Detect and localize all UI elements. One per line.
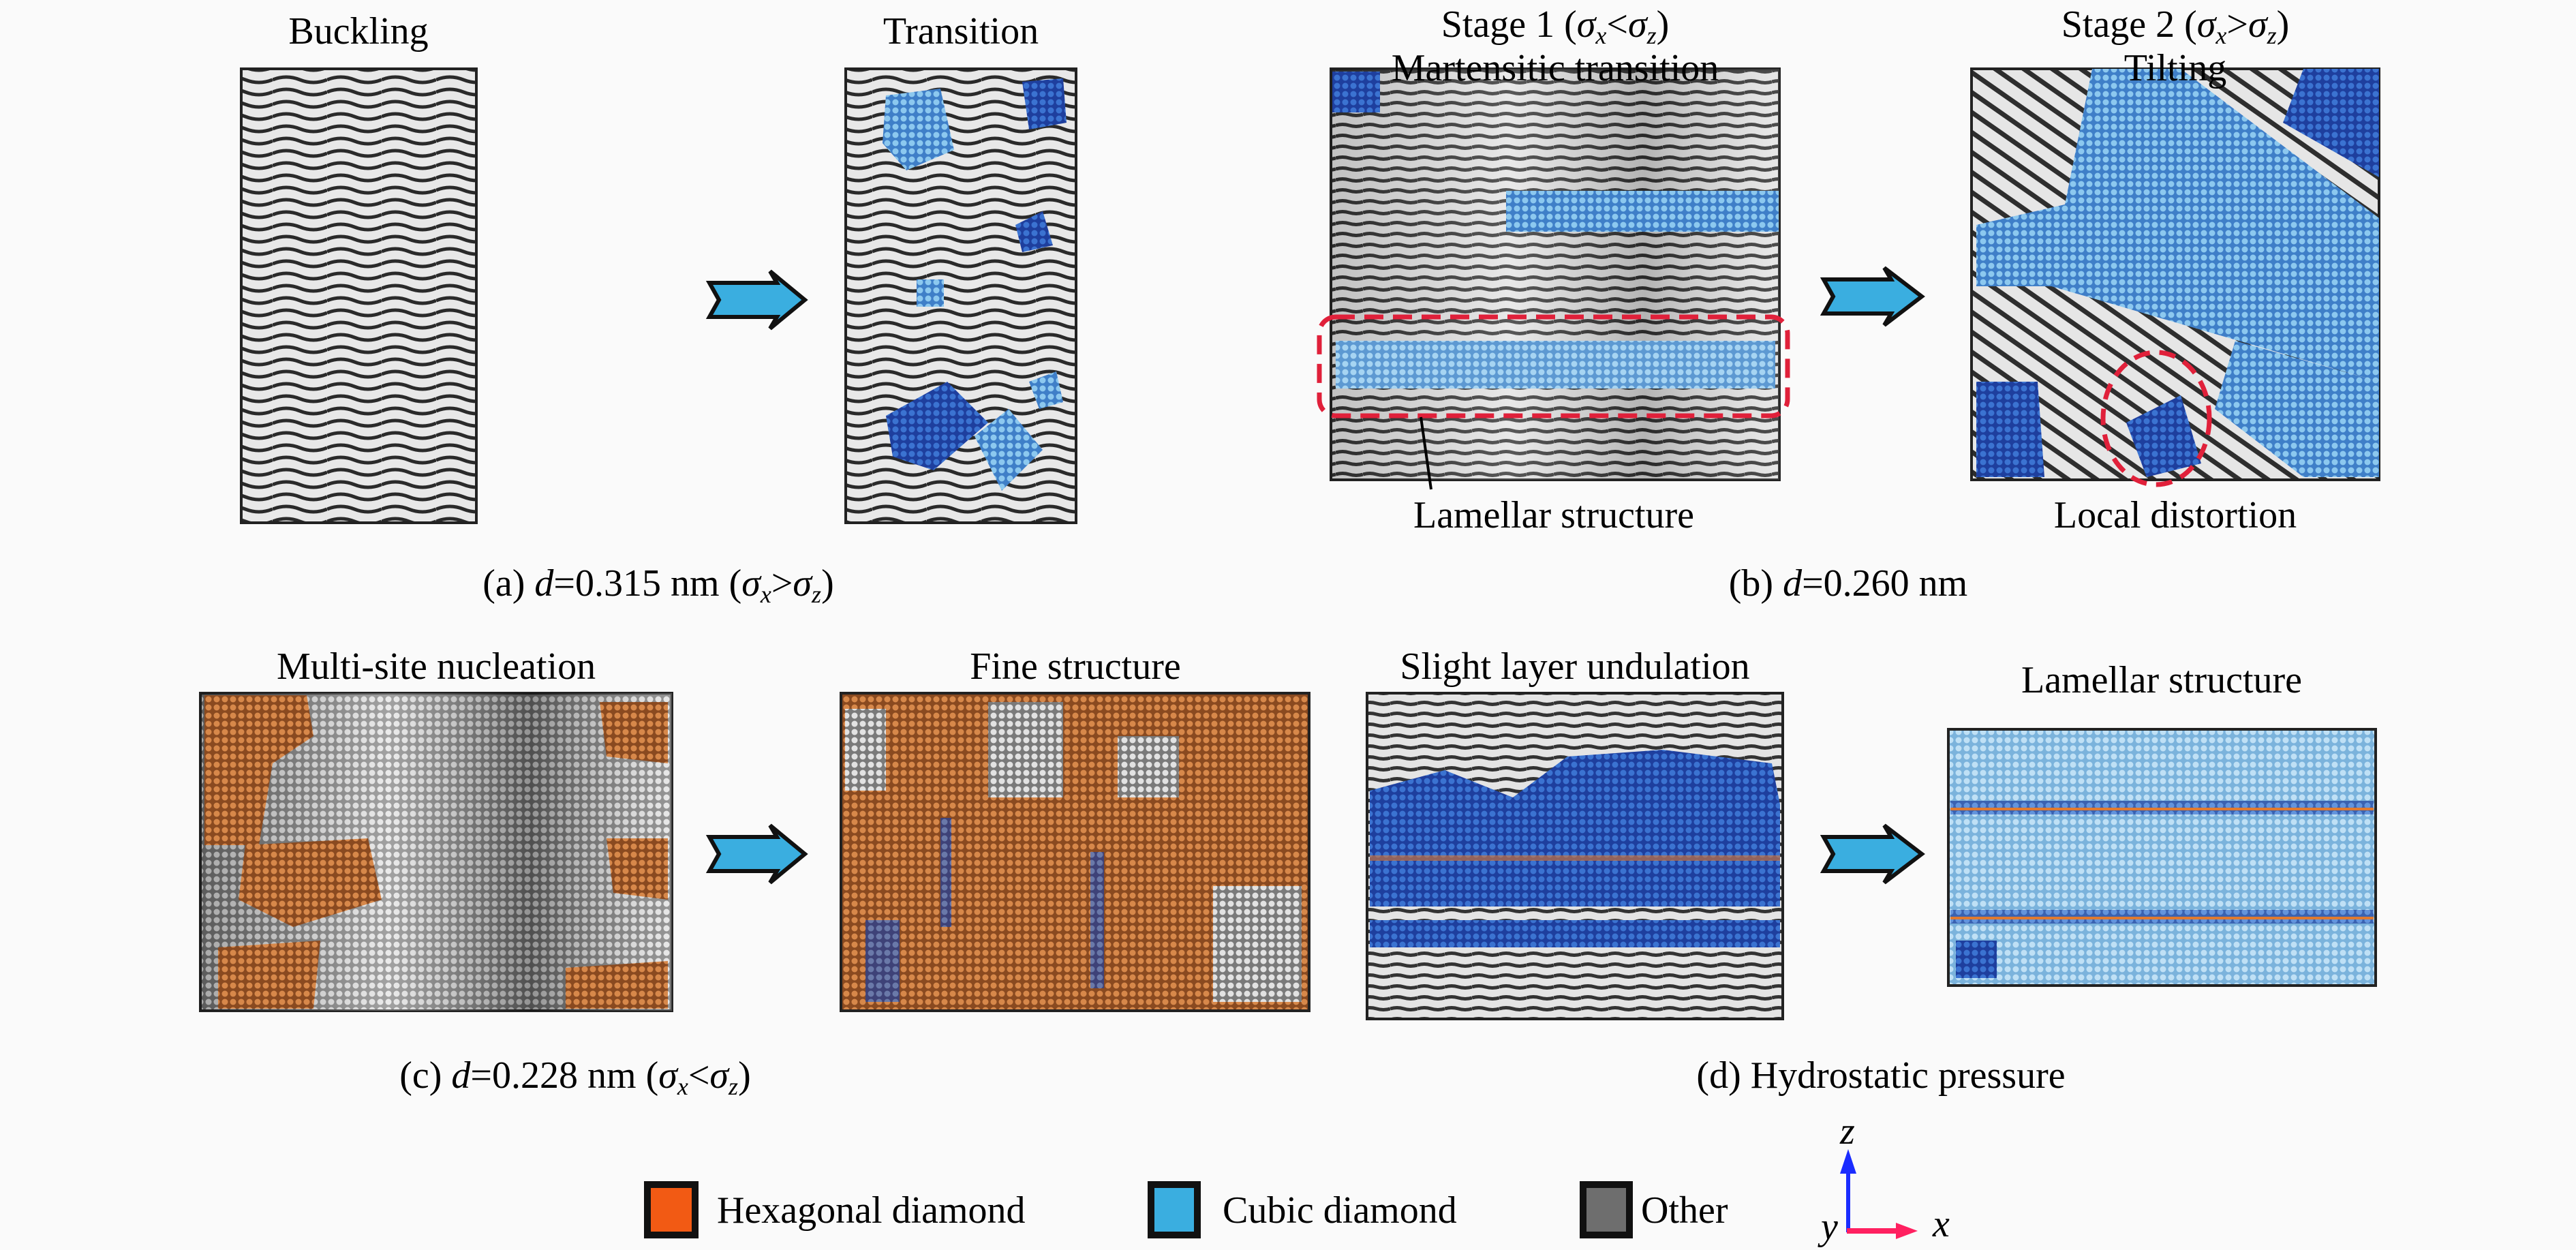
panel-a-transition-image bbox=[844, 67, 1077, 524]
local-distortion-highlight bbox=[2100, 350, 2212, 487]
panel-a-left-title: Buckling bbox=[288, 10, 429, 52]
panel-d-lamellar-image bbox=[1947, 728, 2377, 987]
coordinate-axes bbox=[1840, 1149, 1918, 1239]
panel-b-stage1-image bbox=[1330, 67, 1781, 481]
panel-b-right-title-line2: Tilting bbox=[2123, 47, 2227, 89]
axis-label-x: x bbox=[1933, 1203, 1950, 1245]
panel-c-arrow bbox=[705, 823, 808, 885]
panel-c-left-title: Multi-site nucleation bbox=[276, 645, 596, 688]
panel-d-left-title: Slight layer undulation bbox=[1400, 645, 1750, 688]
legend-swatch-cubic bbox=[1148, 1181, 1201, 1238]
legend-swatch-hexagonal bbox=[644, 1181, 699, 1238]
lamellar-structure-highlight bbox=[1317, 314, 1790, 418]
panel-c-nucleation-image bbox=[199, 692, 673, 1012]
panel-b-left-title-line1: Stage 1 (σx<σz) bbox=[1441, 3, 1670, 49]
panel-c-right-title: Fine structure bbox=[970, 645, 1181, 688]
legend-label-cubic: Cubic diamond bbox=[1223, 1189, 1457, 1232]
panel-d-undulation-image bbox=[1366, 692, 1784, 1020]
panel-a-right-title: Transition bbox=[883, 10, 1039, 52]
panel-d-arrow bbox=[1820, 823, 1925, 885]
legend-label-other: Other bbox=[1641, 1189, 1728, 1232]
panel-b-left-title-line2: Martensitic transition bbox=[1391, 47, 1719, 89]
caption-a: (a) d=0.315 nm (σx>σz) bbox=[482, 562, 834, 608]
panel-a-buckling-image bbox=[240, 67, 478, 524]
caption-d: (d) Hydrostatic pressure bbox=[1696, 1054, 2066, 1097]
panel-c-fine-structure-image bbox=[840, 692, 1310, 1012]
local-distortion-label: Local distortion bbox=[2053, 494, 2297, 536]
axis-label-z: z bbox=[1840, 1110, 1855, 1153]
caption-b: (b) d=0.260 nm bbox=[1728, 562, 1968, 605]
panel-d-right-title: Lamellar structure bbox=[2021, 659, 2303, 701]
panel-a-arrow bbox=[705, 269, 808, 331]
lamellar-structure-label: Lamellar structure bbox=[1413, 494, 1695, 536]
legend-swatch-other bbox=[1580, 1181, 1633, 1238]
lamellar-structure-leader-line bbox=[1420, 416, 1432, 490]
panel-b-stage2-image bbox=[1970, 67, 2380, 481]
caption-c: (c) d=0.228 nm (σx<σz) bbox=[399, 1054, 751, 1100]
axis-label-y: y bbox=[1821, 1206, 1838, 1248]
panel-b-right-title-line1: Stage 2 (σx>σz) bbox=[2061, 3, 2290, 49]
panel-b-arrow bbox=[1820, 266, 1925, 327]
legend-label-hexagonal: Hexagonal diamond bbox=[717, 1189, 1026, 1232]
